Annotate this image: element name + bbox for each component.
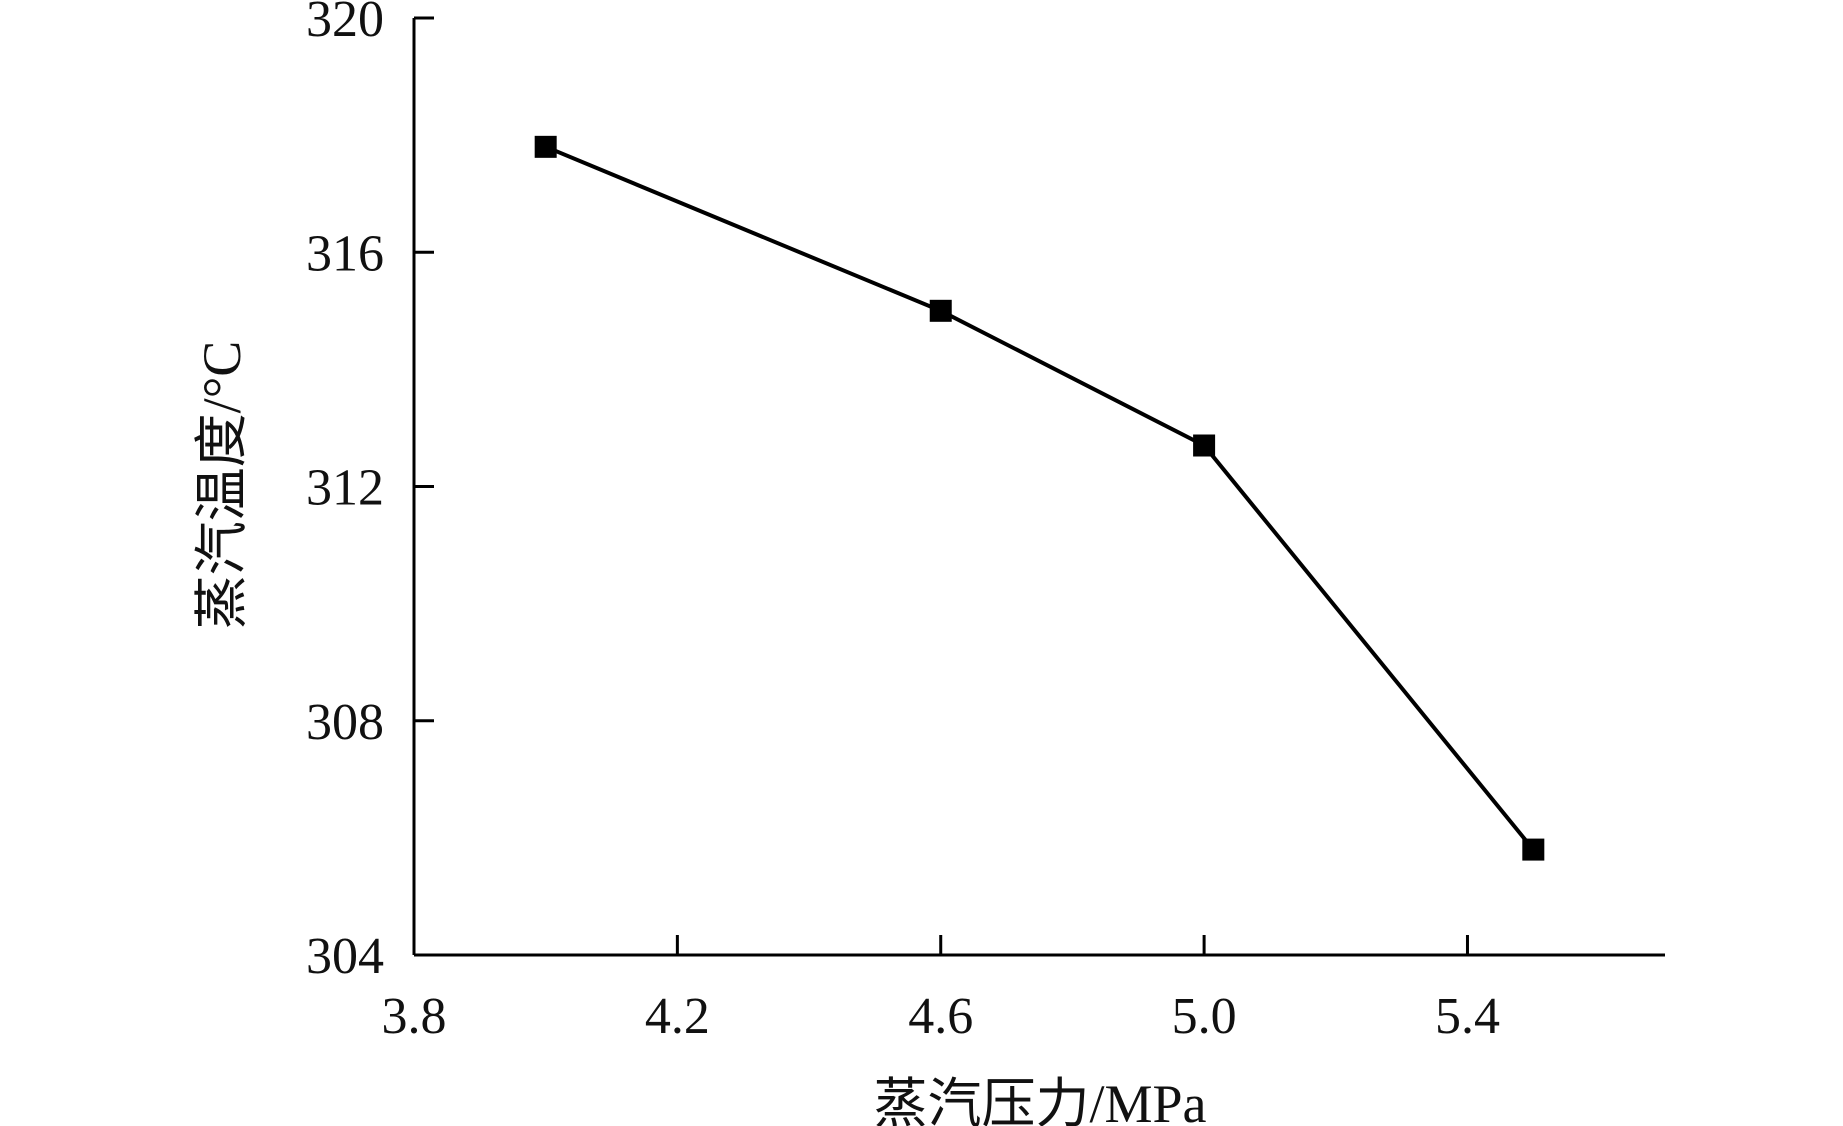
y-axis-title: 蒸汽温度/°C (192, 341, 252, 630)
x-ticks: 3.8 4.2 4.6 5.0 5.4 (382, 935, 1500, 1045)
y-tick-label: 308 (306, 694, 384, 751)
data-point-marker (534, 135, 557, 158)
x-tick-label: 4.6 (908, 988, 973, 1045)
axes (412, 18, 1665, 957)
x-tick-label: 3.8 (382, 988, 447, 1045)
y-tick-label: 316 (306, 225, 384, 282)
x-tick-label: 5.0 (1172, 988, 1237, 1045)
data-point-marker (929, 299, 952, 322)
data-point-marker (1193, 434, 1216, 457)
x-tick-label: 5.4 (1435, 988, 1500, 1045)
x-axis-title: 蒸汽压力/MPa (873, 1074, 1206, 1126)
x-tick-label: 4.2 (645, 988, 710, 1045)
series-line (544, 144, 1535, 851)
y-tick-label: 312 (306, 460, 384, 517)
y-ticks: 304 308 312 316 320 (306, 0, 434, 985)
y-tick-label: 304 (306, 928, 384, 985)
data-point-marker (1522, 838, 1545, 861)
y-tick-label: 320 (306, 0, 384, 48)
series-layer (534, 135, 1545, 861)
